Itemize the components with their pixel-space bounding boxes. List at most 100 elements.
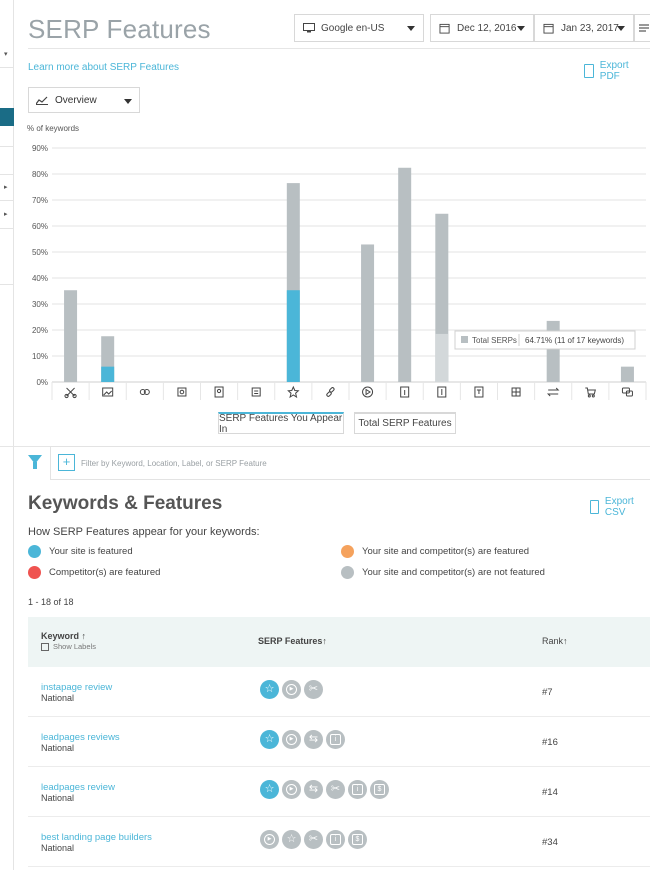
- caret-down-icon: [407, 26, 415, 31]
- legend-label: Competitor(s) are featured: [49, 567, 161, 578]
- date-to-select[interactable]: Jan 23, 2017: [534, 14, 634, 42]
- keyword-link[interactable]: leadpages reviews: [41, 732, 120, 743]
- y-tick-label: 70%: [32, 196, 48, 205]
- chevron-down-icon[interactable]: ▾: [4, 51, 8, 58]
- divider: [0, 174, 14, 175]
- box-icon[interactable]: i: [326, 830, 345, 849]
- search-engine-label: Google en-US: [321, 22, 385, 34]
- page-title: SERP Features: [28, 14, 211, 44]
- image-pack-icon: [102, 387, 114, 397]
- filter-icon[interactable]: [28, 455, 42, 464]
- scissors-icon[interactable]: ✂: [304, 830, 323, 849]
- red-dot-icon: [28, 566, 41, 579]
- line-chart-icon: [36, 96, 48, 105]
- sidebar-active-item[interactable]: [0, 108, 14, 126]
- add-filter-icon[interactable]: +: [58, 454, 75, 471]
- chevron-right-icon[interactable]: ▸: [4, 211, 8, 218]
- show-labels-toggle[interactable]: Show Labels: [41, 642, 96, 651]
- swap-icon[interactable]: ⇆: [304, 730, 323, 749]
- export-csv-label: Export CSV: [604, 496, 634, 518]
- bar-hover-highlight: [435, 333, 449, 382]
- video-icon: [362, 386, 374, 398]
- export-pdf-button[interactable]: Export PDF: [584, 60, 650, 82]
- table-row: leadpages reviews National ☆ ▶ ⇆ i #16: [28, 717, 650, 767]
- dollar-icon[interactable]: $: [348, 830, 367, 849]
- shopping-icon: [585, 387, 596, 398]
- rank-column-header[interactable]: Rank↑: [542, 636, 568, 646]
- divider: [0, 228, 14, 229]
- box-icon[interactable]: i: [348, 780, 367, 799]
- bar-total: [620, 366, 634, 382]
- star-icon[interactable]: ☆: [282, 830, 301, 849]
- date-from-label: Dec 12, 2016: [457, 22, 517, 34]
- show-labels-label: Show Labels: [53, 642, 96, 651]
- search-engine-select[interactable]: Google en-US: [294, 14, 424, 42]
- legend-item: Your site is featured: [28, 545, 133, 558]
- y-tick-label: 30%: [32, 300, 48, 309]
- result-count: 1 - 18 of 18: [28, 597, 74, 607]
- featured-snippet-icon: [64, 387, 77, 399]
- checkbox-icon[interactable]: [41, 642, 49, 651]
- export-csv-button[interactable]: Export CSV: [590, 496, 650, 518]
- caret-down-icon: [124, 99, 132, 104]
- section-heading: Keywords & Features: [28, 493, 223, 514]
- section-description: How SERP Features appear for your keywor…: [28, 526, 260, 538]
- tooltip-value: 64.71% (11 of 17 keywords): [525, 336, 624, 345]
- calendar-icon: [543, 23, 554, 34]
- keyword-link[interactable]: leadpages review: [41, 782, 115, 793]
- tooltip-label: Total SERPs: [472, 336, 517, 345]
- scissors-icon[interactable]: ✂: [304, 680, 323, 699]
- star-icon[interactable]: ☆: [260, 730, 279, 749]
- play-icon[interactable]: ▶: [282, 680, 301, 699]
- box-icon[interactable]: i: [326, 730, 345, 749]
- keyword-location: National: [41, 693, 75, 703]
- keyword-column-header[interactable]: Keyword ↑: [41, 631, 86, 641]
- tab-serp-features-you-appear-in[interactable]: SERP Features You Appear In: [218, 412, 344, 435]
- site-links-icon: [326, 387, 335, 397]
- caret-down-icon: [517, 26, 525, 31]
- serp-features-column-header[interactable]: SERP Features↑: [258, 636, 327, 646]
- keyword-link[interactable]: instapage review: [41, 682, 113, 693]
- divider: [0, 200, 14, 201]
- date-from-select[interactable]: Dec 12, 2016: [430, 14, 534, 42]
- play-icon[interactable]: ▶: [260, 830, 279, 849]
- play-icon[interactable]: ▶: [282, 730, 301, 749]
- bar-total: [64, 290, 78, 382]
- legend-label: Your site is featured: [49, 546, 133, 557]
- bar-appear: [286, 290, 300, 382]
- rank-value: #16: [542, 737, 558, 748]
- tab-total-serp-features[interactable]: Total SERP Features: [354, 412, 456, 434]
- features-header-label: SERP Features: [258, 636, 323, 646]
- play-icon[interactable]: ▶: [282, 780, 301, 799]
- adwords-bottom-icon: [474, 386, 484, 398]
- filter-bar[interactable]: + Filter by Keyword, Location, Label, or…: [50, 446, 650, 480]
- monitor-icon: [303, 23, 315, 33]
- learn-more-link[interactable]: Learn more about SERP Features: [28, 62, 180, 73]
- y-tick-label: 10%: [32, 352, 48, 361]
- star-icon[interactable]: ☆: [260, 780, 279, 799]
- star-icon[interactable]: ☆: [260, 680, 279, 699]
- divider: [0, 284, 14, 285]
- keyword-link[interactable]: best landing page builders: [41, 832, 152, 843]
- serp-feature-icons: ☆ ▶ ⇆ i: [260, 730, 348, 749]
- filter-placeholder: Filter by Keyword, Location, Label, or S…: [81, 459, 267, 468]
- swap-icon[interactable]: ⇆: [304, 780, 323, 799]
- menu-button[interactable]: [634, 14, 650, 42]
- view-select[interactable]: Overview: [28, 87, 140, 113]
- view-label: Overview: [55, 94, 97, 106]
- y-axis-label: % of keywords: [27, 124, 80, 133]
- keyword-header-label: Keyword: [41, 631, 80, 641]
- chevron-right-icon[interactable]: ▸: [4, 184, 8, 191]
- rank-value: #7: [542, 687, 553, 698]
- reviews-icon: [177, 387, 187, 397]
- dollar-icon-glyph: $: [352, 834, 363, 845]
- keyword-location: National: [41, 843, 75, 853]
- bar-total: [546, 320, 560, 382]
- play-icon-glyph: ▶: [286, 734, 297, 745]
- scissors-icon[interactable]: ✂: [326, 780, 345, 799]
- blue-dot-icon: [28, 545, 41, 558]
- divider: [0, 146, 14, 147]
- dollar-icon[interactable]: $: [370, 780, 389, 799]
- legend-label: Your site and competitor(s) are featured: [362, 546, 530, 557]
- rank-value: #34: [542, 837, 558, 848]
